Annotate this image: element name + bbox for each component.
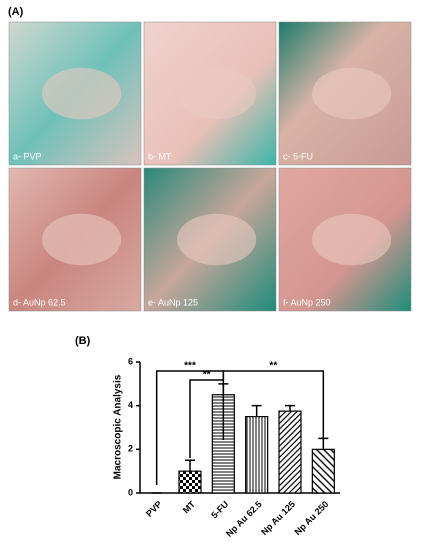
panel-label: (A) — [8, 6, 24, 18]
significance-label: ** — [203, 370, 211, 381]
x-tick-label: Np Au 62.5 — [224, 499, 264, 539]
error-bar — [251, 404, 262, 417]
y-axis-label: Macroscopic Analysis — [113, 374, 124, 479]
significance-label: ** — [269, 361, 277, 372]
significance-bracket — [222, 370, 325, 440]
bar — [311, 448, 335, 494]
photo-detail — [312, 213, 392, 266]
x-tick-label: 5-FU — [209, 499, 230, 520]
x-tick-label: MT — [181, 499, 198, 516]
error-bar — [318, 437, 329, 450]
photo-grid: a- PVP b- MT c- 5-FU d- AuNp 62.5 e- AuNp 12… — [8, 21, 412, 312]
panel-label: (B) — [75, 335, 91, 347]
photo-detail — [42, 213, 122, 266]
photo-label: d- AuNp 62.5 — [13, 297, 66, 307]
photo-label: c- 5-FU — [283, 151, 313, 161]
photo-label: a- PVP — [13, 151, 42, 161]
x-tick-label: Np Au 250 — [292, 499, 330, 537]
photo-detail — [177, 213, 257, 266]
significance-label: *** — [184, 361, 196, 372]
error-bar — [185, 459, 195, 472]
photo-detail — [42, 67, 122, 120]
x-tick-label: Np Au 125 — [259, 499, 297, 537]
y-tick-label: 2 — [128, 444, 133, 454]
photo-detail — [312, 67, 392, 120]
photo-label: e- AuNp 125 — [148, 297, 198, 307]
bar — [178, 470, 202, 494]
photo-detail — [177, 67, 257, 120]
photo-label: b- MT — [148, 151, 172, 161]
y-tick-label: 4 — [128, 400, 133, 410]
error-bar — [285, 404, 295, 412]
y-tick-label: 0 — [128, 487, 133, 497]
bar — [278, 410, 302, 494]
y-tick-label: 6 — [128, 356, 133, 366]
photo-label: f- AuNp 250 — [283, 297, 331, 307]
bar — [245, 415, 269, 494]
x-tick-label: PVP — [144, 499, 164, 519]
